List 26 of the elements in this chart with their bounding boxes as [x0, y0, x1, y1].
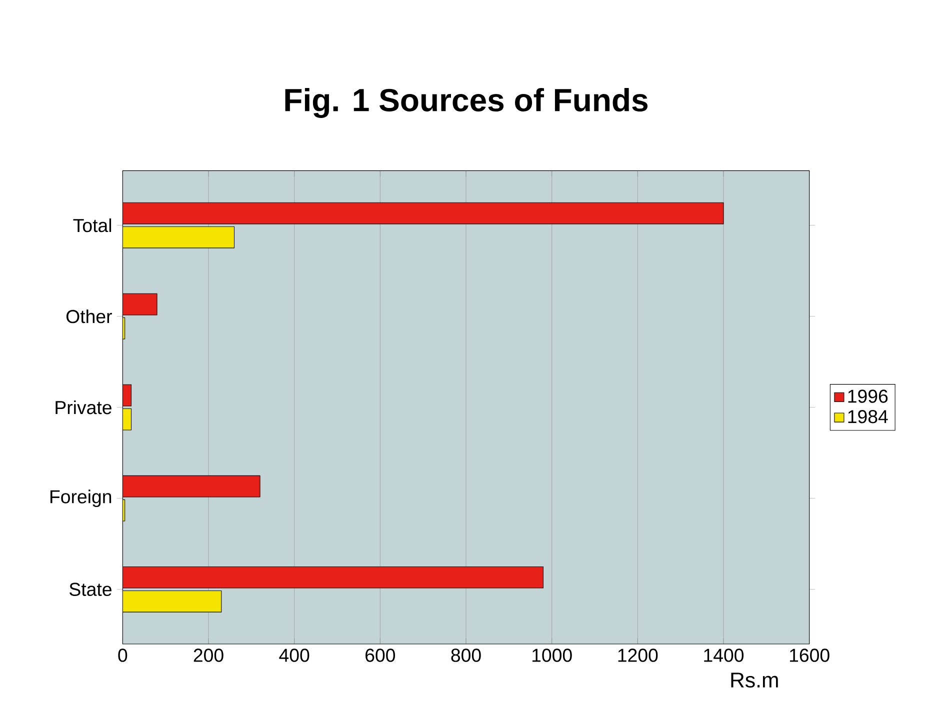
y-tick-label: State — [70, 582, 112, 596]
x-tick-label: 0 — [118, 648, 128, 662]
x-tick-label: 1000 — [532, 648, 572, 662]
y-tick-label: Foreign — [50, 490, 112, 508]
x-tick-label: 1600 — [790, 648, 830, 662]
x-tick-label: 200 — [194, 648, 224, 662]
bar — [122, 226, 235, 248]
bar — [122, 590, 222, 612]
bar — [122, 475, 260, 498]
x-tick-label: 1200 — [618, 648, 658, 662]
y-tick-label: Other — [66, 309, 112, 324]
y-tick-label: Private — [56, 400, 112, 414]
bar — [122, 293, 158, 316]
x-tick-label: 800 — [451, 648, 481, 662]
y-tick-label: Total — [73, 218, 112, 232]
bar — [122, 566, 544, 588]
bar — [122, 384, 132, 406]
x-tick-label: 1400 — [704, 648, 744, 662]
legend-label: 1984 — [848, 410, 888, 424]
x-axis-title: Rs.m — [731, 672, 778, 688]
chart-title: Fig. 1 Sources of Funds — [285, 88, 648, 118]
bar — [122, 408, 132, 430]
x-tick-label: 400 — [279, 648, 310, 662]
x-tick-label: 600 — [366, 648, 396, 662]
legend-label: 1996 — [848, 390, 888, 403]
bar — [122, 202, 724, 224]
